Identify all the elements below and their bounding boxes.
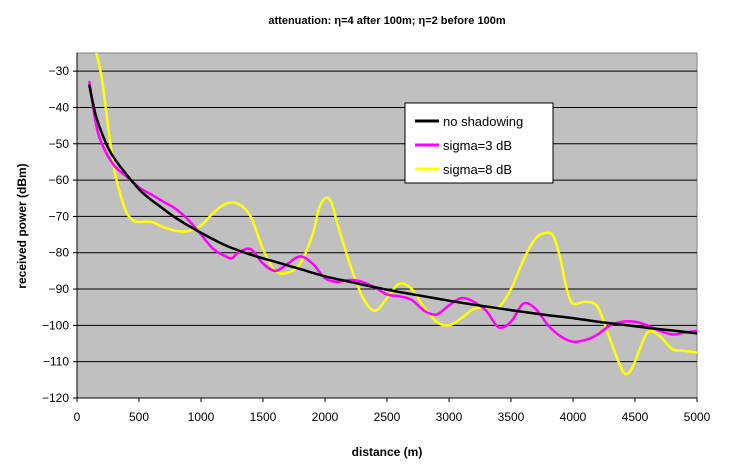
x-tick-label: 5000: [684, 410, 711, 424]
series-line-sigma-8-db: [95, 53, 697, 376]
y-tick-label: −50: [49, 137, 70, 151]
y-axis-title: received power (dBm): [15, 163, 29, 288]
x-tick-label: 0: [74, 410, 81, 424]
x-tick-label: 1000: [188, 410, 215, 424]
legend-label-sigma-3-db: sigma=3 dB: [443, 138, 512, 153]
x-tick-label: 4500: [622, 410, 649, 424]
y-tick-label: −100: [42, 318, 69, 332]
series-lines: [88, 53, 697, 376]
y-tick-label: −30: [49, 64, 70, 78]
plot-area: [76, 52, 698, 399]
y-tick-label: −70: [49, 209, 70, 223]
x-tick-labels: 0 500 1000 1500 2000 2500 3000 3500 4000 4500 5000: [74, 410, 711, 424]
x-tick-label: 2000: [312, 410, 339, 424]
y-tick-label: −60: [49, 173, 70, 187]
chart-title: attenuation: η=4 after 100m; η=2 before …: [268, 15, 505, 27]
y-tick-label: −110: [43, 355, 69, 369]
y-tick-label: −120: [42, 391, 69, 405]
x-tick-label: 3000: [436, 410, 463, 424]
x-tick-label: 2500: [374, 410, 401, 424]
legend-label-no-shadowing: no shadowing: [443, 114, 523, 129]
legend-label-sigma-8-db: sigma=8 dB: [443, 162, 512, 177]
y-tick-labels: −120 −110 −100 −90 −80 −70 −60 −50 −40 −30: [42, 64, 69, 405]
y-tick-label: −90: [49, 282, 70, 296]
y-tick-label: −80: [49, 246, 70, 260]
tick-marks: [73, 53, 698, 402]
y-tick-label: −40: [49, 100, 70, 114]
x-tick-label: 500: [129, 410, 149, 424]
legend: no shadowing sigma=3 dB sigma=8 dB: [404, 102, 554, 184]
series-line-no-shadowing: [88, 84, 697, 335]
x-axis-title: distance (m): [352, 445, 423, 459]
x-tick-label: 3500: [498, 410, 525, 424]
series-line-sigma-3-db: [88, 80, 697, 344]
x-tick-label: 4000: [560, 410, 587, 424]
grid-lines: [77, 70, 697, 399]
x-tick-label: 1500: [250, 410, 277, 424]
